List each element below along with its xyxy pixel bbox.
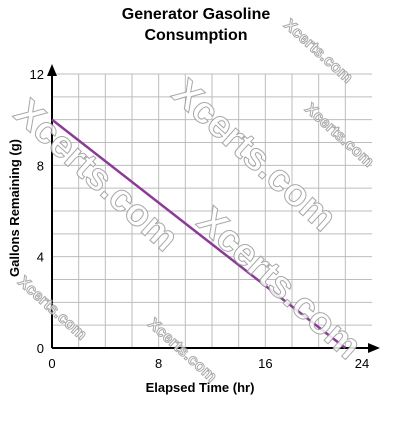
- y-tick-label: 8: [37, 158, 44, 173]
- y-tick-labels: 0 4 8 12: [30, 67, 44, 356]
- series-line: [51, 118, 347, 349]
- y-tick-label: 0: [37, 341, 44, 356]
- y-tick-label: 12: [30, 67, 44, 82]
- y-tick-label: 4: [37, 250, 44, 265]
- x-tick-label: 8: [155, 356, 162, 371]
- watermark-3: Xcerts.com: [189, 199, 369, 367]
- watermarks: Xcerts.com Xcerts.com Xcerts.com Xcerts.…: [5, 16, 377, 386]
- y-axis-arrow: [47, 64, 57, 76]
- x-tick-label: 0: [48, 356, 55, 371]
- watermark-5: Xcerts.com: [301, 100, 376, 170]
- x-tick-label: 24: [355, 356, 369, 371]
- series-group: [51, 118, 347, 349]
- watermark-7: Xcerts.com: [144, 315, 219, 385]
- x-axis-title: Elapsed Time (hr): [146, 380, 255, 395]
- x-tick-labels: 0 8 16 24: [48, 356, 369, 371]
- x-tick-label: 16: [258, 356, 272, 371]
- axes: [47, 64, 380, 353]
- y-axis-title: Gallons Remaining (g): [7, 139, 22, 277]
- chart-title-line-2: Consumption: [144, 27, 247, 44]
- x-axis-arrow: [368, 343, 380, 353]
- watermark-1: Xcerts.com: [6, 91, 186, 259]
- grid-lines: [52, 73, 372, 348]
- chart-title-line-1: Generator Gasoline: [122, 6, 271, 23]
